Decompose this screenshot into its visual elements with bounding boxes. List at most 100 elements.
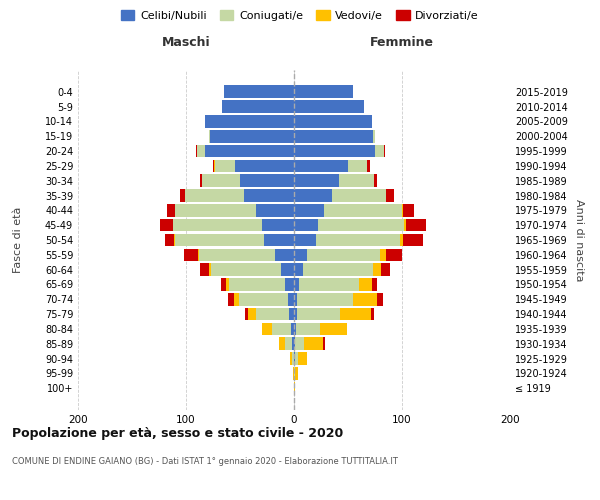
Bar xyxy=(291,322,294,335)
Bar xyxy=(199,248,275,261)
Bar xyxy=(262,322,272,335)
Bar xyxy=(279,338,286,350)
Bar xyxy=(272,322,291,335)
Bar xyxy=(228,293,233,306)
Bar xyxy=(359,278,372,291)
Bar xyxy=(290,352,292,365)
Bar xyxy=(304,338,323,350)
Bar xyxy=(320,322,347,335)
Bar xyxy=(244,189,294,202)
Bar xyxy=(286,278,294,291)
Bar xyxy=(294,234,316,246)
Bar xyxy=(213,160,214,172)
Bar xyxy=(382,264,390,276)
Bar xyxy=(221,278,226,291)
Bar xyxy=(383,145,385,158)
Bar xyxy=(197,145,205,158)
Bar xyxy=(256,204,294,216)
Bar xyxy=(294,86,353,98)
Bar xyxy=(287,293,294,306)
Bar xyxy=(289,308,294,320)
Bar xyxy=(166,234,174,246)
Bar xyxy=(371,308,374,320)
Bar xyxy=(200,174,202,187)
Bar xyxy=(294,219,318,232)
Bar xyxy=(160,219,173,232)
Bar xyxy=(226,278,229,291)
Bar xyxy=(377,293,383,306)
Text: Fasce di età: Fasce di età xyxy=(13,207,23,273)
Bar xyxy=(256,308,289,320)
Bar xyxy=(235,160,294,172)
Text: Anni di nascita: Anni di nascita xyxy=(574,198,584,281)
Bar xyxy=(215,160,235,172)
Bar xyxy=(302,264,373,276)
Bar xyxy=(209,264,211,276)
Bar xyxy=(403,204,414,216)
Bar xyxy=(286,338,292,350)
Bar xyxy=(373,264,382,276)
Bar xyxy=(294,160,348,172)
Bar xyxy=(294,293,297,306)
Bar xyxy=(245,308,248,320)
Bar xyxy=(200,264,209,276)
Bar xyxy=(184,248,198,261)
Bar xyxy=(374,174,377,187)
Bar xyxy=(380,248,386,261)
Bar xyxy=(323,338,325,350)
Bar xyxy=(210,130,294,142)
Legend: Celibi/Nubili, Coniugati/e, Vedovi/e, Divorziati/e: Celibi/Nubili, Coniugati/e, Vedovi/e, Di… xyxy=(117,6,483,25)
Bar xyxy=(386,248,402,261)
Bar xyxy=(294,248,307,261)
Bar xyxy=(373,130,375,142)
Bar xyxy=(294,322,296,335)
Bar xyxy=(404,219,406,232)
Bar xyxy=(324,204,402,216)
Bar xyxy=(294,145,375,158)
Bar xyxy=(400,234,403,246)
Bar xyxy=(294,100,364,113)
Bar xyxy=(175,234,264,246)
Bar xyxy=(294,115,372,128)
Bar xyxy=(167,204,175,216)
Bar xyxy=(340,174,374,187)
Bar xyxy=(403,234,422,246)
Bar xyxy=(229,278,286,291)
Bar xyxy=(296,322,320,335)
Bar xyxy=(205,115,294,128)
Bar xyxy=(298,352,307,365)
Bar xyxy=(214,160,215,172)
Bar xyxy=(294,367,295,380)
Bar xyxy=(367,160,370,172)
Bar xyxy=(196,145,197,158)
Bar xyxy=(294,278,299,291)
Bar xyxy=(406,219,426,232)
Text: Popolazione per età, sesso e stato civile - 2020: Popolazione per età, sesso e stato civil… xyxy=(12,428,343,440)
Bar xyxy=(294,189,332,202)
Bar xyxy=(281,264,294,276)
Bar xyxy=(295,352,298,365)
Bar xyxy=(402,204,403,216)
Bar xyxy=(294,130,373,142)
Bar xyxy=(175,204,256,216)
Bar xyxy=(275,248,294,261)
Bar xyxy=(372,278,377,291)
Bar xyxy=(295,367,298,380)
Bar xyxy=(202,174,240,187)
Bar xyxy=(174,234,175,246)
Bar xyxy=(332,189,386,202)
Bar xyxy=(297,293,353,306)
Bar xyxy=(233,293,239,306)
Bar xyxy=(294,338,295,350)
Text: Maschi: Maschi xyxy=(161,36,211,49)
Bar xyxy=(294,308,297,320)
Text: COMUNE DI ENDINE GAIANO (BG) - Dati ISTAT 1° gennaio 2020 - Elaborazione TUTTITA: COMUNE DI ENDINE GAIANO (BG) - Dati ISTA… xyxy=(12,458,398,466)
Bar xyxy=(185,189,244,202)
Bar xyxy=(293,367,294,380)
Bar xyxy=(297,308,340,320)
Bar xyxy=(340,308,371,320)
Bar xyxy=(292,352,294,365)
Bar xyxy=(294,204,324,216)
Bar xyxy=(348,160,367,172)
Bar xyxy=(316,234,400,246)
